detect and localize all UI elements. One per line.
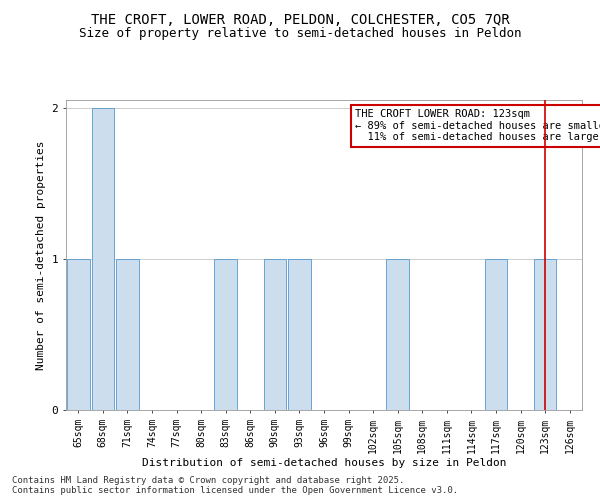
X-axis label: Distribution of semi-detached houses by size in Peldon: Distribution of semi-detached houses by … bbox=[142, 458, 506, 468]
Bar bbox=[288, 259, 311, 410]
Text: Contains HM Land Registry data © Crown copyright and database right 2025.
Contai: Contains HM Land Registry data © Crown c… bbox=[12, 476, 458, 495]
Bar bbox=[485, 259, 508, 410]
Bar bbox=[116, 259, 139, 410]
Text: THE CROFT, LOWER ROAD, PELDON, COLCHESTER, CO5 7QR: THE CROFT, LOWER ROAD, PELDON, COLCHESTE… bbox=[91, 12, 509, 26]
Bar bbox=[386, 259, 409, 410]
Text: Size of property relative to semi-detached houses in Peldon: Size of property relative to semi-detach… bbox=[79, 28, 521, 40]
Bar bbox=[263, 259, 286, 410]
Y-axis label: Number of semi-detached properties: Number of semi-detached properties bbox=[36, 140, 46, 370]
Bar bbox=[534, 259, 556, 410]
Bar bbox=[92, 108, 114, 410]
Bar bbox=[214, 259, 237, 410]
Text: THE CROFT LOWER ROAD: 123sqm
← 89% of semi-detached houses are smaller (16)
  11: THE CROFT LOWER ROAD: 123sqm ← 89% of se… bbox=[355, 110, 600, 142]
Bar bbox=[67, 259, 89, 410]
